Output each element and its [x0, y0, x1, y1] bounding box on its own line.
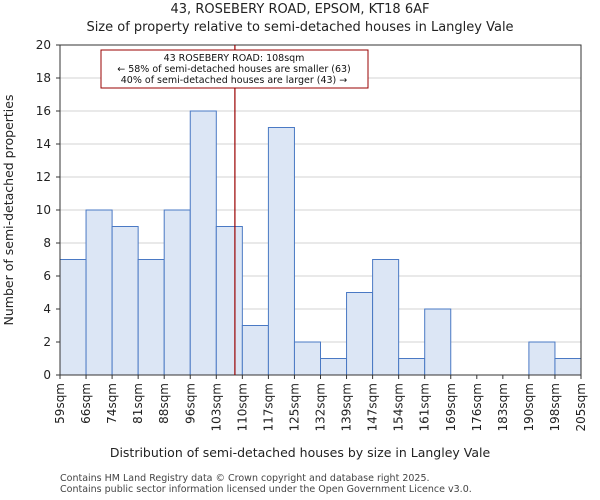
- y-axis-ticks: 0 2 4 6 8 10 12 14 16 18 20: [36, 38, 60, 382]
- bar: [59, 259, 87, 376]
- y-tick-label: 2: [43, 335, 51, 349]
- bar: [189, 110, 217, 376]
- bar: [554, 358, 582, 376]
- x-tick-label: 96sqm: [183, 383, 197, 424]
- chart-subtitle: Size of property relative to semi-detach…: [86, 20, 513, 35]
- y-tick-label: 10: [36, 203, 51, 217]
- footer-line-2: Contains public sector information licen…: [60, 484, 472, 495]
- bar: [111, 226, 139, 376]
- y-tick-label: 6: [43, 269, 51, 283]
- bar: [320, 358, 348, 376]
- annotation-line-1: 43 ROSEBERY ROAD: 108sqm: [164, 53, 305, 64]
- chart-title: 43, ROSEBERY ROAD, EPSOM, KT18 6AF: [171, 2, 430, 17]
- x-tick-label: 139sqm: [340, 383, 354, 431]
- x-tick-label: 88sqm: [157, 383, 171, 424]
- bar: [163, 209, 191, 376]
- y-tick-label: 20: [36, 38, 51, 52]
- x-tick-label: 190sqm: [522, 383, 536, 431]
- y-tick-label: 14: [36, 137, 51, 151]
- bar: [215, 226, 243, 376]
- x-tick-label: 81sqm: [131, 383, 145, 424]
- x-tick-label: 74sqm: [105, 383, 119, 424]
- bar: [293, 341, 322, 376]
- x-tick-label: 117sqm: [261, 383, 275, 431]
- x-tick-label: 176sqm: [470, 383, 484, 431]
- bar: [424, 308, 452, 376]
- x-tick-label: 59sqm: [53, 383, 67, 424]
- bar: [346, 292, 374, 376]
- bar: [398, 358, 426, 376]
- y-tick-label: 8: [43, 236, 51, 250]
- bar: [267, 127, 295, 376]
- x-tick-label: 147sqm: [366, 383, 380, 431]
- x-tick-label: 125sqm: [287, 383, 301, 431]
- bar: [85, 209, 113, 376]
- annotation-line-2: ← 58% of semi-detached houses are smalle…: [117, 64, 351, 75]
- y-axis-label: Number of semi-detached properties: [1, 95, 16, 326]
- x-tick-label: 66sqm: [79, 383, 93, 424]
- bar: [137, 259, 165, 376]
- bar: [241, 325, 269, 376]
- footer-line-1: Contains HM Land Registry data © Crown c…: [60, 473, 430, 484]
- x-tick-label: 169sqm: [444, 383, 458, 431]
- y-tick-label: 0: [43, 368, 51, 382]
- bar: [528, 341, 556, 376]
- x-tick-label: 198sqm: [548, 383, 562, 431]
- bar: [372, 259, 400, 376]
- x-tick-label: 103sqm: [209, 383, 223, 431]
- x-axis-ticks: 59sqm 66sqm 74sqm 81sqm 88sqm 96sqm 103sqm 110s…: [53, 375, 588, 431]
- x-axis-label: Distribution of semi-detached houses by …: [110, 445, 491, 460]
- y-tick-label: 16: [36, 104, 51, 118]
- y-tick-label: 4: [43, 302, 51, 316]
- x-tick-label: 161sqm: [418, 383, 432, 431]
- y-tick-label: 18: [36, 71, 51, 85]
- x-tick-label: 205sqm: [574, 383, 588, 431]
- annotation-line-3: 40% of semi-detached houses are larger (…: [121, 75, 348, 86]
- bars: [59, 110, 582, 376]
- x-tick-label: 154sqm: [392, 383, 406, 431]
- annotation-box: [100, 49, 369, 89]
- x-tick-label: 110sqm: [235, 383, 249, 431]
- x-tick-label: 183sqm: [496, 383, 510, 431]
- x-tick-label: 132sqm: [314, 383, 328, 431]
- y-tick-label: 12: [36, 170, 51, 184]
